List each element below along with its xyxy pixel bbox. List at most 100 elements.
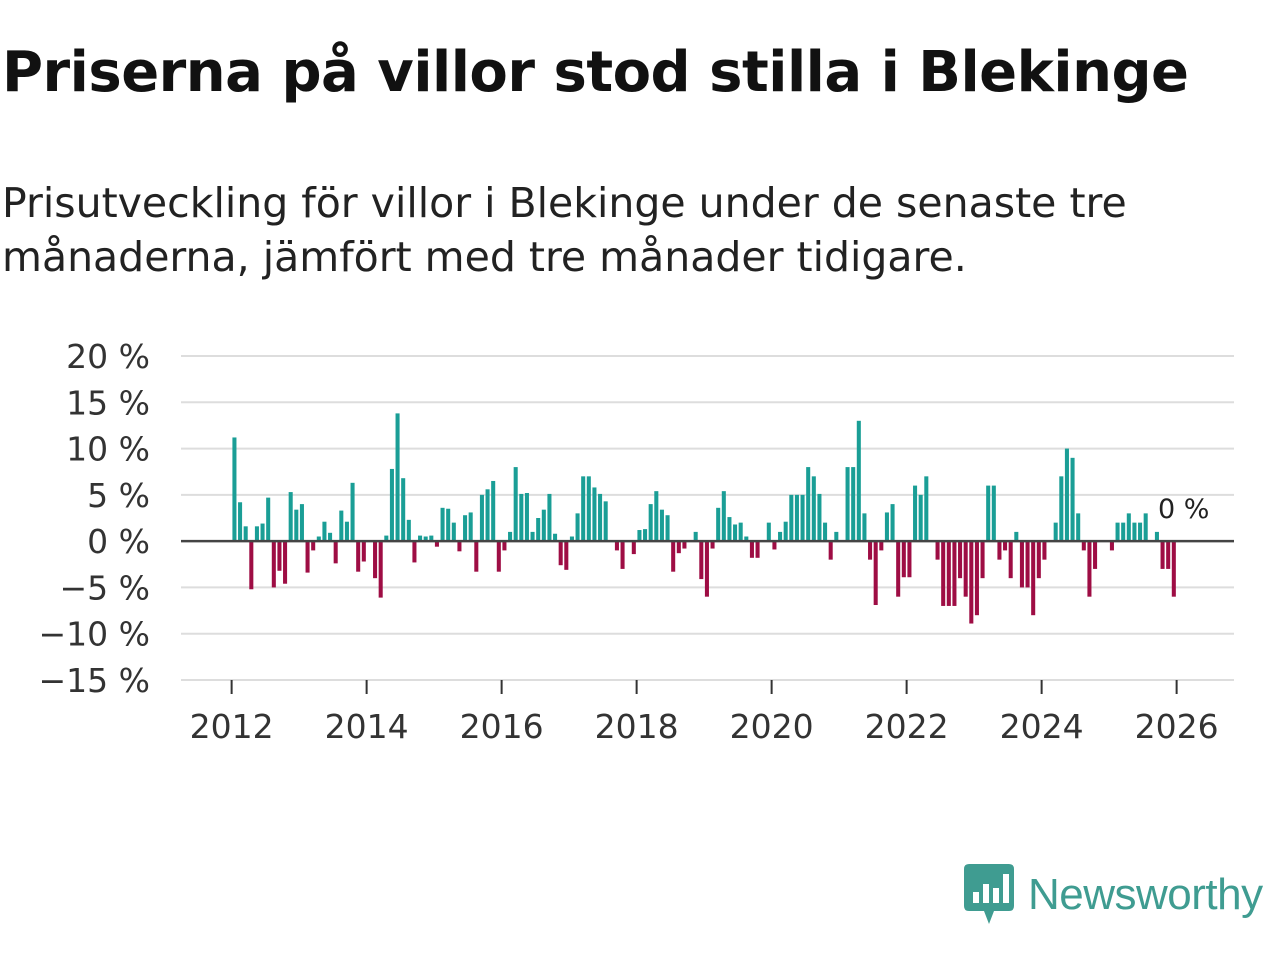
bar	[794, 494, 799, 542]
bar	[817, 493, 822, 542]
bar	[457, 541, 462, 552]
bar	[671, 541, 676, 572]
bar	[1003, 541, 1008, 551]
bar	[958, 541, 963, 579]
bar	[569, 536, 574, 542]
bar	[384, 535, 389, 542]
bar	[738, 522, 743, 542]
bar	[974, 541, 979, 616]
bar	[778, 531, 783, 542]
bar	[699, 541, 704, 580]
bar	[862, 513, 867, 542]
bar	[755, 541, 760, 558]
bar	[868, 541, 873, 560]
bar	[682, 541, 687, 549]
bar	[800, 494, 805, 542]
bar	[463, 515, 468, 542]
bar	[440, 507, 445, 542]
bar	[637, 530, 642, 542]
bar	[249, 541, 254, 590]
bar	[412, 541, 417, 563]
bar	[378, 541, 383, 598]
bar	[339, 510, 344, 542]
bar	[558, 541, 563, 566]
bar	[1070, 457, 1075, 542]
x-tick-label: 2022	[865, 707, 949, 746]
bar	[1132, 522, 1137, 542]
bar	[969, 541, 974, 624]
bar	[547, 493, 552, 542]
bar	[277, 541, 282, 571]
bar	[603, 501, 608, 542]
bar	[1166, 541, 1171, 569]
bar	[311, 541, 316, 551]
bar	[963, 541, 968, 597]
bar	[491, 480, 496, 542]
bar	[721, 491, 726, 542]
bar	[997, 541, 1002, 560]
bar	[1171, 541, 1176, 597]
bar	[1143, 513, 1148, 542]
newsworthy-logo: Newsworthy	[964, 864, 1263, 926]
bar	[496, 541, 501, 572]
bar	[474, 541, 479, 572]
bar	[530, 531, 535, 542]
last-value-label: 0 %	[1158, 494, 1209, 525]
bar	[648, 504, 653, 542]
x-tick-label: 2014	[325, 707, 409, 746]
y-tick-label: 15 %	[66, 383, 150, 422]
bar	[1014, 531, 1019, 542]
bar	[710, 541, 715, 549]
bar	[254, 526, 259, 542]
x-tick-label: 2024	[1000, 707, 1084, 746]
bar	[564, 541, 569, 570]
y-tick-label: −10 %	[39, 615, 151, 654]
y-tick-label: 0 %	[87, 522, 150, 561]
bar	[513, 467, 518, 542]
bar	[1036, 541, 1041, 579]
bar	[845, 467, 850, 542]
bar	[1087, 541, 1092, 597]
bar	[789, 494, 794, 542]
bar	[716, 507, 721, 542]
bar	[429, 535, 434, 542]
bar	[879, 541, 884, 551]
bar	[614, 541, 619, 551]
bar	[519, 493, 524, 542]
bar	[418, 535, 423, 542]
bar	[901, 541, 906, 578]
bar	[946, 541, 951, 606]
bar	[676, 541, 681, 554]
bar	[1126, 513, 1131, 542]
bar	[575, 513, 580, 542]
bar	[288, 492, 293, 542]
grid-lines	[181, 355, 1234, 681]
bar	[553, 533, 558, 542]
bar	[631, 541, 636, 555]
bar	[406, 519, 411, 542]
bar	[598, 493, 603, 542]
bar	[1093, 541, 1098, 569]
x-tick-label: 2018	[595, 707, 679, 746]
bar	[389, 468, 394, 542]
bar	[373, 541, 378, 579]
bar	[446, 508, 451, 542]
chart-title: Priserna på villor stod stilla i Bleking…	[2, 40, 1189, 105]
bar	[266, 497, 271, 542]
bar	[586, 476, 591, 542]
chart-subtitle: Prisutveckling för villor i Blekinge und…	[2, 179, 1127, 281]
bar	[1076, 513, 1081, 542]
x-tick-label: 2012	[190, 707, 274, 746]
bar	[749, 541, 754, 558]
bar	[479, 494, 484, 542]
brand-name: Newsworthy	[1028, 870, 1263, 919]
bar	[1008, 541, 1013, 579]
bar	[423, 536, 428, 542]
bar	[524, 493, 529, 542]
newsworthy-logo-icon	[964, 864, 1014, 924]
bar	[991, 485, 996, 542]
bar	[316, 536, 321, 542]
bar	[952, 541, 957, 606]
y-tick-label: 5 %	[87, 476, 150, 515]
